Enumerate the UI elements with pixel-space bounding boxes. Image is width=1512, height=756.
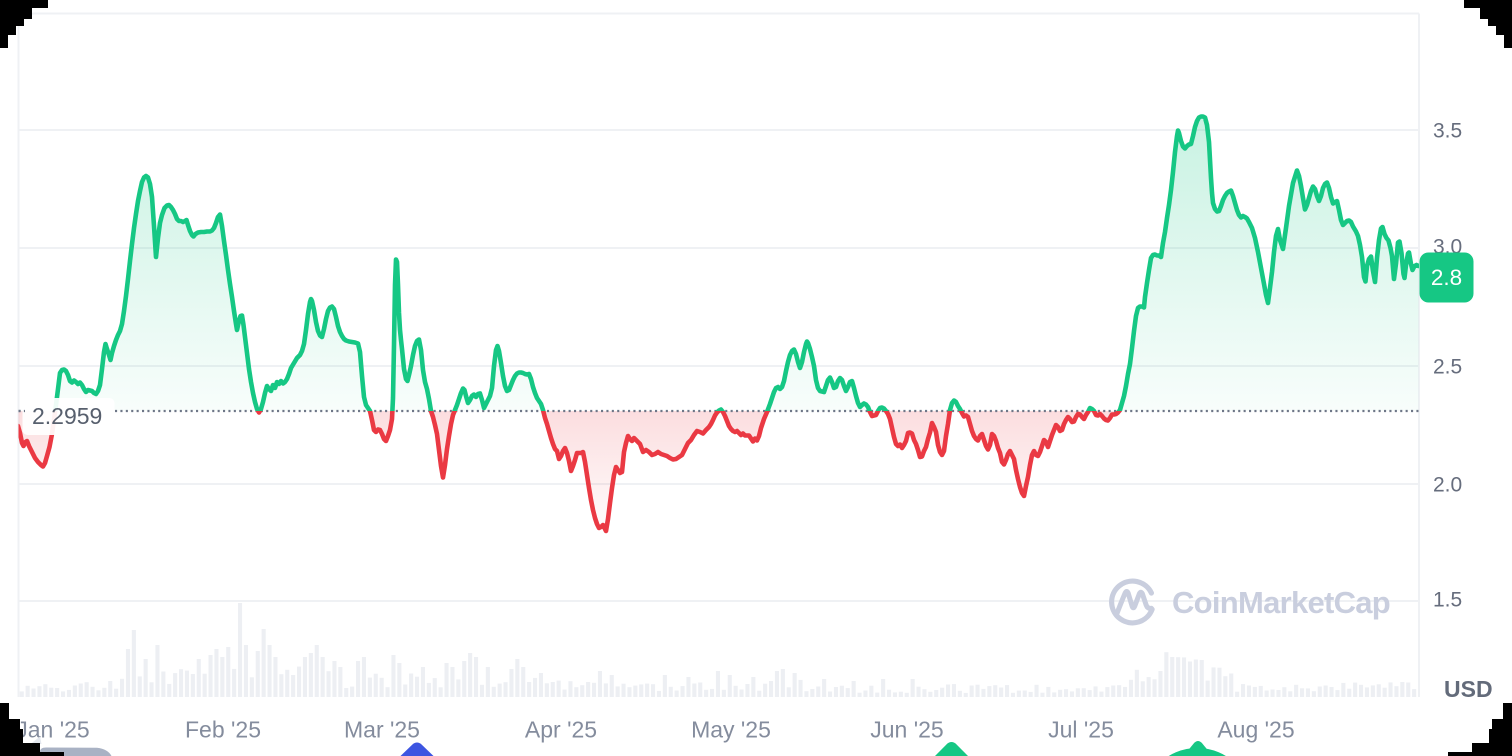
svg-text:USD: USD <box>1444 676 1493 702</box>
svg-text:2.5: 2.5 <box>1433 356 1462 379</box>
svg-text:Jul '25: Jul '25 <box>1048 717 1114 743</box>
svg-text:2.0: 2.0 <box>1433 474 1462 497</box>
svg-text:Mar '25: Mar '25 <box>344 717 420 743</box>
svg-text:1.5: 1.5 <box>1433 589 1462 612</box>
svg-text:Aug '25: Aug '25 <box>1217 717 1294 743</box>
svg-text:Feb '25: Feb '25 <box>185 717 261 743</box>
svg-text:Jun '25: Jun '25 <box>870 717 943 743</box>
svg-text:2.8: 2.8 <box>1431 265 1462 290</box>
svg-text:2.2959: 2.2959 <box>32 403 102 429</box>
svg-text:3.5: 3.5 <box>1433 120 1462 143</box>
svg-text:May '25: May '25 <box>691 717 771 743</box>
svg-text:Jan '25: Jan '25 <box>16 717 89 743</box>
svg-text:CoinMarketCap: CoinMarketCap <box>1172 585 1390 620</box>
svg-text:Apr '25: Apr '25 <box>525 717 597 743</box>
